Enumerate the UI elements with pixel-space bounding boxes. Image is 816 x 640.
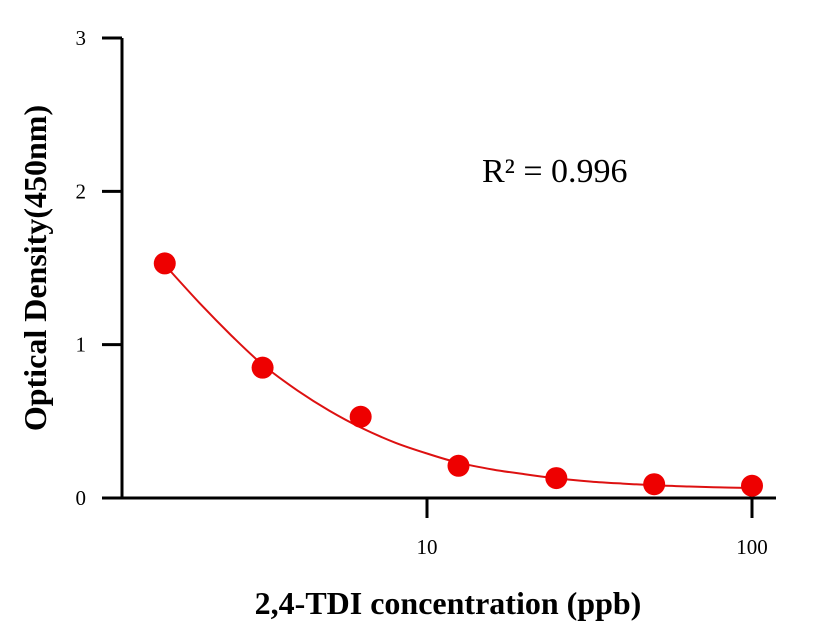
y-tick-label: 3 — [76, 26, 87, 50]
fit-curve-line — [164, 264, 753, 489]
y-tick-label: 2 — [76, 179, 87, 203]
x-tick-label: 10 — [417, 535, 438, 559]
r-squared-annotation: R² = 0.996 — [482, 153, 628, 190]
x-axis-title: 2,4-TDI concentration (ppb) — [255, 585, 642, 621]
data-point — [545, 467, 568, 490]
y-tick-label: 0 — [76, 486, 87, 510]
data-point — [447, 454, 470, 477]
data-point — [741, 474, 763, 497]
data-point — [349, 405, 372, 428]
plot-area: 0 1 2 3 10 100 — [76, 26, 776, 559]
y-axis-title: Optical Density(450nm) — [17, 105, 53, 431]
y-tick-label: 1 — [76, 333, 87, 357]
x-tick-label: 100 — [736, 535, 768, 559]
data-point — [251, 356, 274, 379]
data-point — [643, 473, 666, 496]
data-point — [153, 252, 176, 275]
